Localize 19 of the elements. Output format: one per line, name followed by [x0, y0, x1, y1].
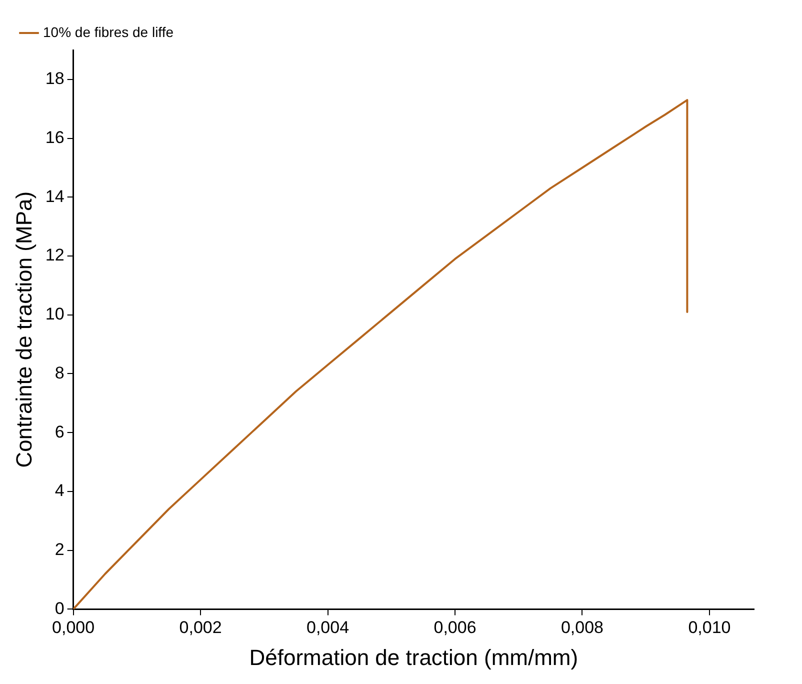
x-tick-label: 0,002: [179, 618, 222, 638]
y-tick-label: 14: [45, 186, 64, 206]
x-tick-label: 0,006: [434, 618, 476, 638]
y-tick-label: 8: [54, 363, 64, 382]
y-tick-label: 0: [54, 598, 64, 618]
legend-label: 10% de fibres de liffe: [43, 24, 174, 40]
y-axis-title: Contrainte de traction (MPa): [11, 191, 36, 468]
x-tick-label: 0,008: [560, 618, 604, 638]
x-tick-label: 0,004: [306, 618, 350, 638]
x-tick-label: 0,010: [688, 618, 731, 638]
y-tick-label: 16: [45, 128, 64, 147]
x-axis-title: Déformation de traction (mm/mm): [249, 644, 578, 670]
y-tick-label: 12: [45, 246, 64, 265]
y-tick-label: 4: [54, 481, 64, 500]
y-tick-label: 10: [45, 304, 64, 324]
x-tick-label: 0,000: [52, 618, 95, 638]
y-tick-label: 6: [54, 422, 64, 442]
y-tick-label: 18: [45, 69, 64, 88]
y-tick-label: 2: [54, 540, 64, 560]
